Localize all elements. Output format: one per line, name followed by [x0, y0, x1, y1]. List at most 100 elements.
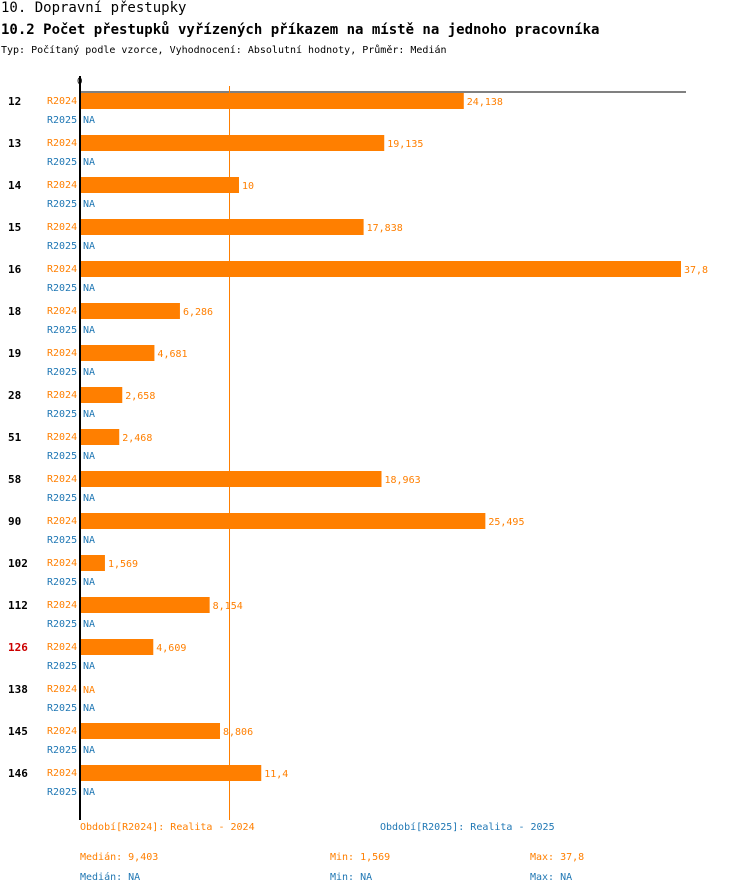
value-label-r2025: NA: [83, 283, 95, 294]
bar-r2024: [80, 261, 681, 277]
category-label: 18: [8, 305, 21, 318]
value-label-r2025: NA: [83, 745, 95, 756]
bar-r2024: [80, 513, 486, 529]
series-label-r2024: R2024: [47, 348, 77, 359]
series-label-r2025: R2025: [47, 367, 77, 378]
series-label-r2024: R2024: [47, 432, 77, 443]
category-label: 51: [8, 431, 22, 444]
legend-period-2024: Období[R2024]: Realita - 2024: [80, 822, 255, 833]
value-label-r2024: 2,658: [125, 391, 155, 402]
series-label-r2025: R2025: [47, 451, 77, 462]
series-label-r2024: R2024: [47, 138, 77, 149]
value-label-r2025: NA: [83, 493, 95, 504]
value-label-r2025: NA: [83, 241, 95, 252]
stat-min-2025: Min: NA: [330, 872, 373, 883]
value-label-r2025: NA: [83, 157, 95, 168]
series-label-r2025: R2025: [47, 283, 77, 294]
series-label-r2024: R2024: [47, 684, 77, 695]
stat-max-2024: Max: 37,8: [530, 852, 585, 863]
category-label: 14: [8, 179, 22, 192]
category-label: 102: [8, 557, 28, 570]
bar-r2024: [80, 135, 385, 151]
value-label-r2024: 8,806: [223, 727, 253, 738]
bar-r2024: [80, 639, 154, 655]
stat-max-2025: Max: NA: [530, 872, 573, 883]
stat-median-2024: Medián: 9,403: [80, 852, 159, 863]
series-label-r2025: R2025: [47, 787, 77, 798]
chart-subtitle: 10.2 Počet přestupků vyřízených příkazem…: [1, 22, 600, 38]
value-label-r2025: NA: [83, 409, 95, 420]
page-title: 10. Dopravní přestupky: [1, 0, 187, 16]
bar-r2024: [80, 303, 180, 319]
value-label-r2025: NA: [83, 787, 95, 798]
category-label: 16: [8, 263, 22, 276]
value-label-r2025: NA: [83, 115, 95, 126]
series-label-r2025: R2025: [47, 535, 77, 546]
value-label-r2024: 8,154: [213, 601, 243, 612]
value-label-r2024: 4,609: [156, 643, 186, 654]
series-label-r2025: R2025: [47, 619, 77, 630]
series-label-r2024: R2024: [47, 474, 77, 485]
series-label-r2025: R2025: [47, 241, 77, 252]
value-label-r2025: NA: [83, 577, 95, 588]
category-label: 112: [8, 599, 28, 612]
bar-r2024: [80, 723, 221, 739]
series-label-r2025: R2025: [47, 493, 77, 504]
series-label-r2024: R2024: [47, 264, 77, 275]
value-label-r2024: 2,468: [122, 433, 152, 444]
value-label-r2025: NA: [83, 367, 95, 378]
value-label-r2024: 25,495: [488, 517, 524, 528]
category-label: 12: [8, 95, 21, 108]
stat-min-2024: Min: 1,569: [330, 852, 391, 863]
bar-chart: 012R2024R202524,138NA13R2024R202519,135N…: [8, 76, 708, 820]
value-label-r2025: NA: [83, 703, 95, 714]
value-label-r2024: 4,681: [157, 349, 187, 360]
category-label: 90: [8, 515, 21, 528]
category-label: 13: [8, 137, 21, 150]
bar-r2024: [80, 429, 120, 445]
series-label-r2024: R2024: [47, 726, 77, 737]
series-label-r2024: R2024: [47, 558, 77, 569]
series-label-r2024: R2024: [47, 222, 77, 233]
series-label-r2025: R2025: [47, 157, 77, 168]
bar-r2024: [80, 177, 239, 193]
series-label-r2024: R2024: [47, 642, 77, 653]
category-label: 28: [8, 389, 21, 402]
bar-r2024: [80, 387, 123, 403]
value-label-r2024: 17,838: [367, 223, 403, 234]
series-label-r2025: R2025: [47, 703, 77, 714]
series-label-r2025: R2025: [47, 577, 77, 588]
bar-r2024: [80, 345, 155, 361]
value-label-r2025: NA: [83, 325, 95, 336]
category-label: 145: [8, 725, 28, 738]
series-label-r2025: R2025: [47, 409, 77, 420]
series-label-r2024: R2024: [47, 390, 77, 401]
chart-type-info: Typ: Počítaný podle vzorce, Vyhodnocení:…: [1, 45, 447, 56]
category-label: 15: [8, 221, 21, 234]
value-label-r2024: 24,138: [467, 97, 503, 108]
bar-r2024: [80, 765, 262, 781]
category-label: 126: [8, 641, 28, 654]
category-label: 19: [8, 347, 21, 360]
series-label-r2024: R2024: [47, 306, 77, 317]
category-label: 138: [8, 683, 28, 696]
bar-r2024: [80, 219, 364, 235]
series-label-r2025: R2025: [47, 199, 77, 210]
value-label-r2025: NA: [83, 619, 95, 630]
series-label-r2024: R2024: [47, 96, 77, 107]
bar-r2024: [80, 555, 105, 571]
series-label-r2024: R2024: [47, 516, 77, 527]
series-label-r2024: R2024: [47, 600, 77, 611]
value-label-r2025: NA: [83, 451, 95, 462]
value-label-r2024: 1,569: [108, 559, 138, 570]
series-label-r2024: R2024: [47, 768, 77, 779]
value-label-r2024: 18,963: [385, 475, 421, 486]
stat-median-2025: Medián: NA: [80, 872, 141, 883]
bar-r2024: [80, 93, 464, 109]
legend-period-2025: Období[R2025]: Realita - 2025: [380, 822, 555, 833]
series-label-r2025: R2025: [47, 661, 77, 672]
value-label-r2025: NA: [83, 661, 95, 672]
series-label-r2024: R2024: [47, 180, 77, 191]
value-label-r2024: 19,135: [387, 139, 423, 150]
series-label-r2025: R2025: [47, 325, 77, 336]
